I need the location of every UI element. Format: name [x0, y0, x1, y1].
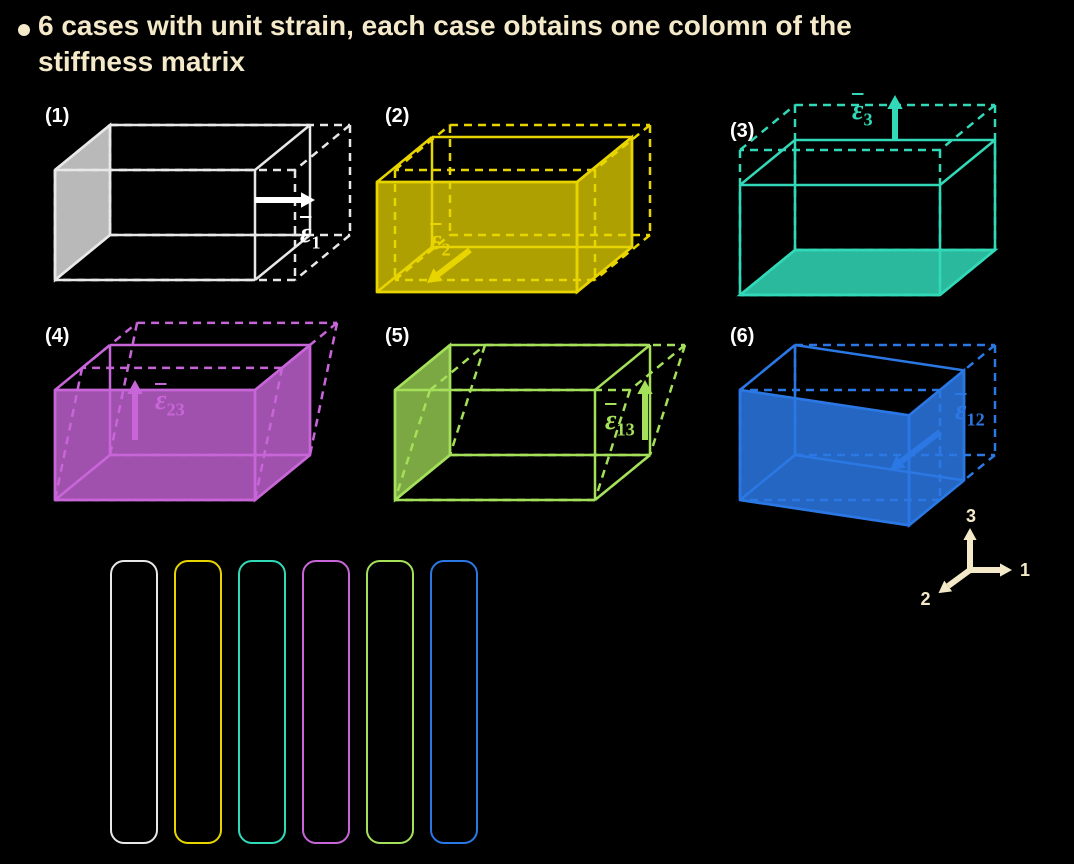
stiffness-column-5: [366, 560, 414, 844]
title-bullet: [18, 24, 30, 36]
stiffness-column-6: [430, 560, 478, 844]
title-line1: 6 cases with unit strain, each case obta…: [38, 10, 852, 42]
strain-label-2: ε2: [430, 225, 451, 261]
axis-label-1: 1: [1020, 560, 1030, 581]
title-line2: stiffness matrix: [38, 46, 245, 78]
case-label-3: (3): [730, 120, 754, 143]
case-label-2: (2): [385, 105, 409, 128]
strain-label-1: ε1: [300, 218, 321, 254]
stiffness-column-2: [174, 560, 222, 844]
case-label-5: (5): [385, 325, 409, 348]
axis-label-3: 3: [966, 506, 976, 527]
strain-label-3: ε3: [852, 95, 873, 131]
stiffness-column-3: [238, 560, 286, 844]
axis-arrows: [0, 0, 1, 1]
case-label-4: (4): [45, 325, 69, 348]
axis-label-2: 2: [921, 589, 931, 610]
strain-label-4: ε23: [155, 385, 185, 421]
strain-label-6: ε12: [955, 395, 985, 431]
stiffness-column-1: [110, 560, 158, 844]
stiffness-column-4: [302, 560, 350, 844]
case-label-1: (1): [45, 105, 69, 128]
strain-label-5: ε13: [605, 405, 635, 441]
case-label-6: (6): [730, 325, 754, 348]
